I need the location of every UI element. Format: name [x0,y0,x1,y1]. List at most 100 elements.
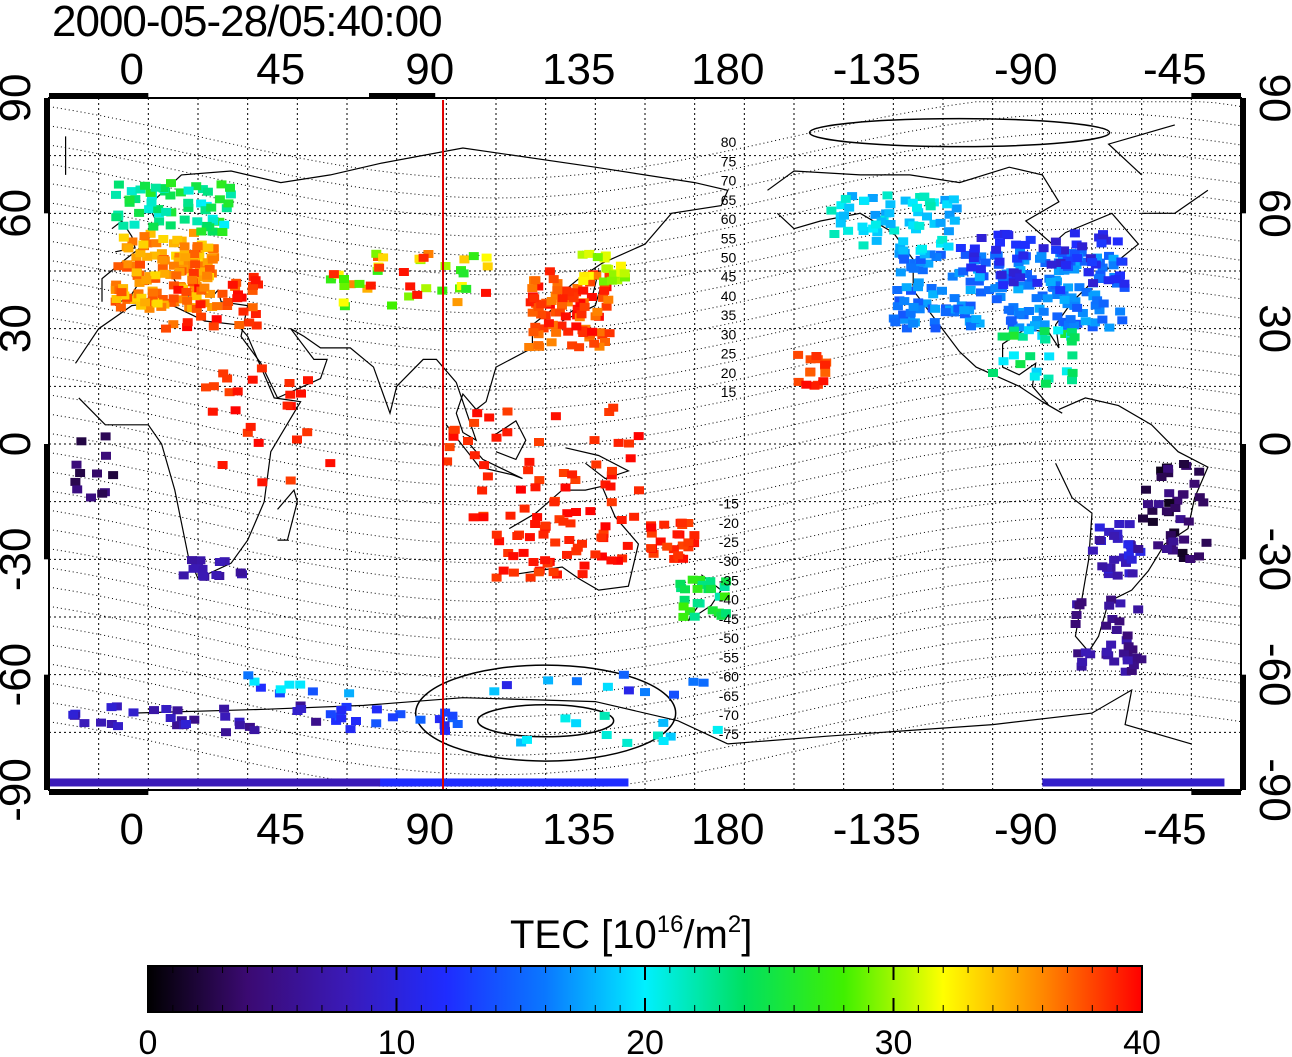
tec-cell [562,550,572,559]
tec-cell [931,253,942,261]
tec-cell [250,276,261,285]
tec-cell [913,208,924,217]
tec-cell [148,222,159,231]
tec-cell [515,485,526,494]
contour-label: 15 [721,384,737,400]
tec-cell [528,328,539,337]
tec-cell [550,538,561,547]
tec-cell [207,227,218,236]
tec-cell [1040,335,1051,344]
tec-cell [1069,265,1080,274]
tec-cell [250,310,261,318]
tec-cell [929,219,940,228]
tec-cell [653,731,663,740]
tec-cell [1087,546,1098,555]
tec-cell [868,224,879,233]
contour-label: -35 [719,572,739,588]
tec-cell [966,263,977,272]
tec-cell [296,705,307,713]
tec-cell [1076,662,1087,671]
tec-cell [183,186,194,195]
tec-cell [646,544,657,553]
tec-cell [525,573,536,582]
contour-label: 70 [721,173,737,189]
coastline-madagascar [277,488,298,541]
tec-cell [1008,278,1019,287]
tec-cell [1052,312,1063,321]
tec-cell [576,310,587,319]
tec-cell [1198,498,1209,507]
contour-label: 25 [721,346,737,362]
tec-cell [134,208,145,217]
tec-cell [203,243,214,252]
tec-cell [965,301,976,310]
tec-cell [196,273,207,282]
tec-cell [165,221,176,230]
tec-cell [943,227,954,236]
tec-cell [898,246,909,255]
tec-cell [1019,256,1030,265]
tec-cell [505,511,516,520]
tec-cell [131,268,142,277]
tec-cell [1167,546,1178,555]
tec-cell [892,286,903,294]
contour-label: -25 [719,534,739,550]
tec-cell [449,425,460,434]
tec-cell [930,324,941,333]
tec-cell [604,329,615,338]
tec-cell [1127,569,1138,578]
lon-tick-label-top: 45 [256,45,305,94]
tec-cell [1024,307,1034,315]
tec-cell [1096,239,1107,248]
tec-cell [96,718,106,727]
tec-cell [1104,323,1115,332]
frame-bar [369,93,436,98]
tec-cell [248,281,258,290]
tec-cell [858,241,869,250]
tec-cell [1101,621,1112,630]
tec-cell [1194,493,1205,502]
tec-cell [415,715,426,724]
tec-cell [378,253,389,262]
tec-cell [1053,267,1064,275]
tec-cell [140,298,151,307]
tec-cell [1094,523,1105,532]
tec-cell [615,261,626,270]
colorbar-ticks: 0 10 20 30 40 [139,966,1161,1057]
tec-cell [675,579,686,588]
tec-cell [439,721,450,730]
tec-cell [182,296,193,305]
tec-cell [157,264,168,273]
tec-cell [913,278,924,287]
tec-cell [1014,310,1025,319]
tec-cell [70,477,81,486]
tec-cell [238,307,249,316]
tec-cell [949,294,960,303]
tec-cell [1067,368,1078,377]
tec-cell [182,323,193,332]
tec-cell [707,606,718,615]
tec-cell [442,457,453,466]
tec-cell [165,298,176,307]
tec-cell [1087,258,1098,267]
tec-cell [459,255,470,264]
tec-cell [501,681,512,690]
tec-cell [192,242,203,251]
tec-cell [204,265,215,273]
tec-cell [669,690,679,699]
contour-label: 80 [721,134,737,150]
tec-cell [1062,300,1073,309]
tec-cell [805,368,816,377]
tec-cell [452,720,463,728]
tec-cell [1022,270,1032,278]
tec-cell [964,317,975,326]
tec-cell [1069,229,1080,238]
tec-cell [405,282,416,291]
tec-cell [421,284,432,293]
tec-cell [948,195,959,204]
tec-cell [219,220,230,229]
tec-cell [673,551,684,560]
tec-cell [689,612,700,621]
tec-cell [68,710,79,719]
